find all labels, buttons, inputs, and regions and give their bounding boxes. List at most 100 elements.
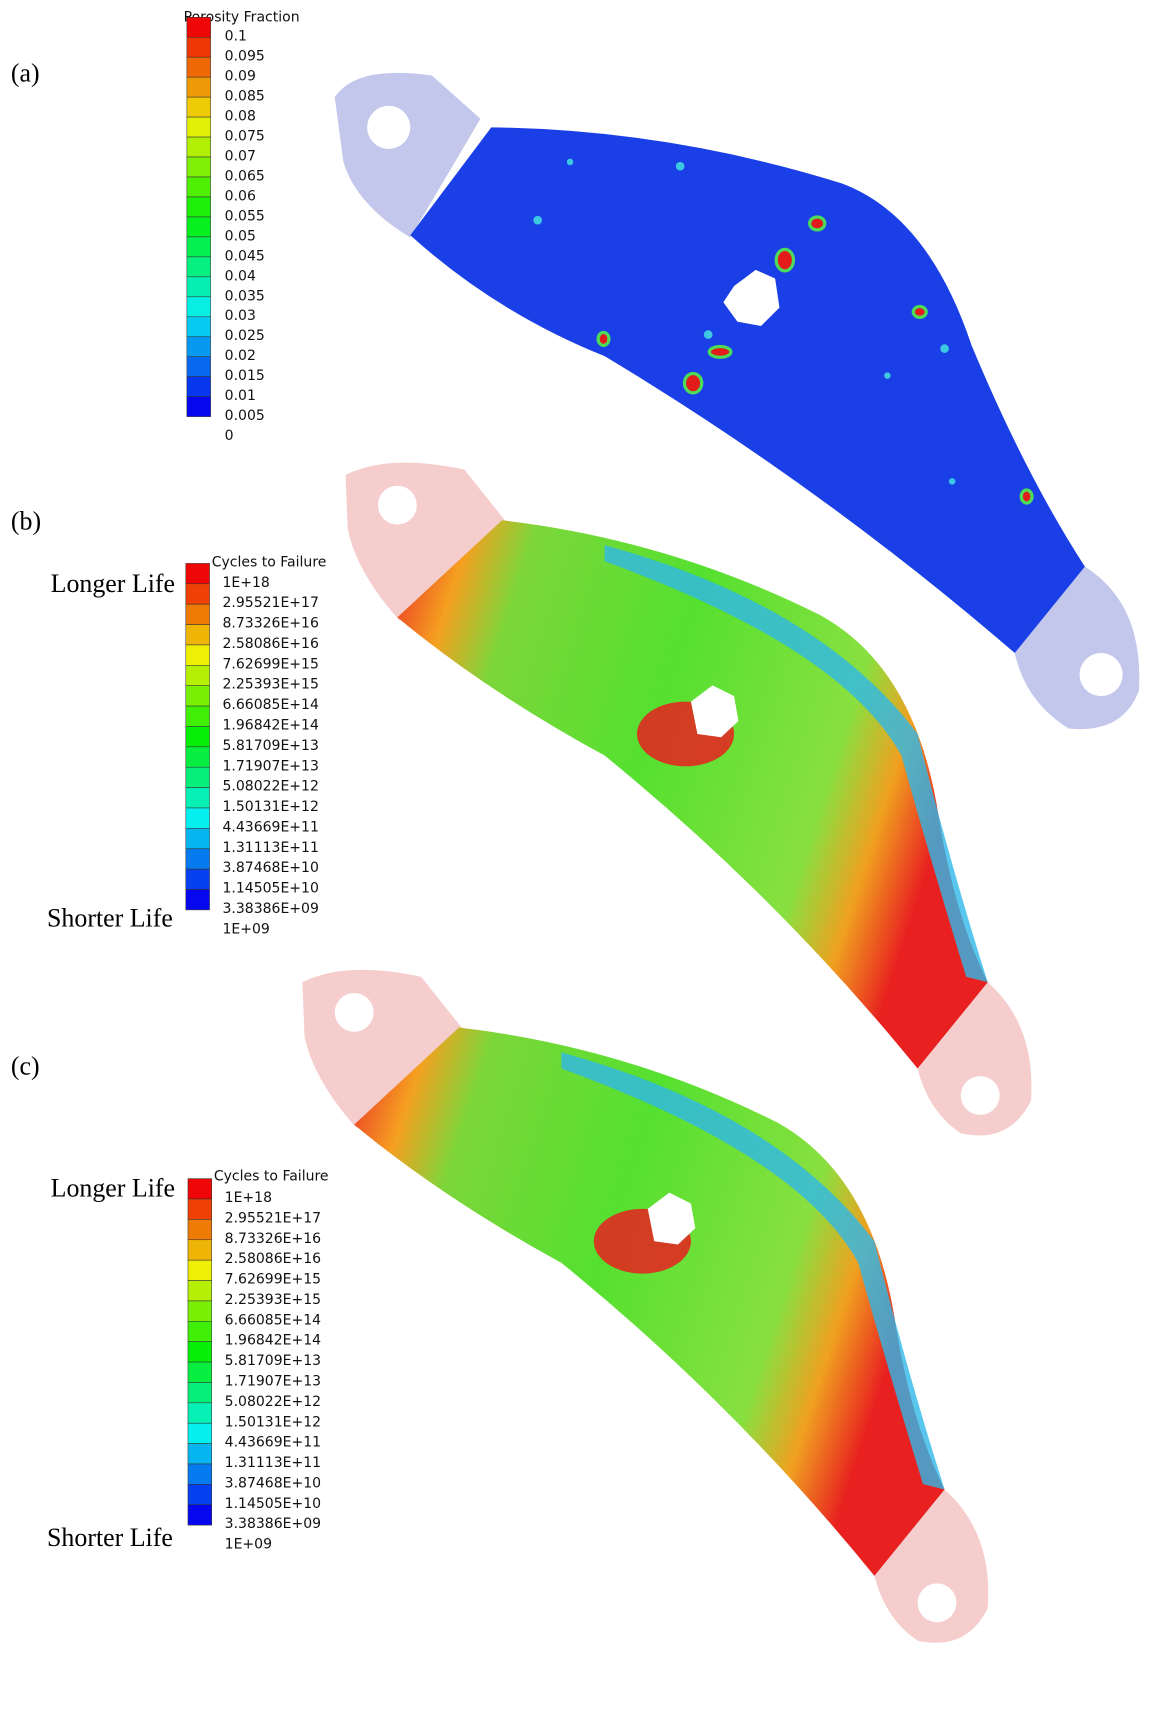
- legend-swatch: [186, 808, 210, 828]
- bottom-label: Shorter Life: [47, 1523, 173, 1552]
- legend-swatch: [188, 1281, 212, 1301]
- legend-swatch: [188, 1464, 212, 1484]
- legend-label: 1.96842E+14: [222, 718, 318, 734]
- legend-swatch: [187, 177, 211, 197]
- legend-swatch: [186, 828, 210, 848]
- legend-swatch: [187, 97, 211, 117]
- legend-swatch: [186, 665, 210, 685]
- legend-label: 1E+18: [225, 1190, 272, 1206]
- legend-label: 1.71907E+13: [225, 1373, 321, 1389]
- legend-label: 0.085: [225, 89, 265, 105]
- legend-swatch: [187, 297, 211, 317]
- legend-label: 0.03: [225, 308, 256, 324]
- legend-swatch: [186, 584, 210, 604]
- legend-label: 2.58086E+16: [222, 636, 318, 652]
- legend-swatch: [187, 77, 211, 97]
- legend-swatch: [187, 197, 211, 217]
- legend-swatch: [186, 788, 210, 808]
- legend-swatch: [187, 217, 211, 237]
- legend-swatch: [186, 645, 210, 665]
- legend-label: 0.1: [225, 29, 247, 45]
- legend-label: 1.71907E+13: [222, 758, 318, 774]
- legend-label: 1.14505E+10: [225, 1496, 321, 1512]
- legend-swatch: [186, 563, 210, 583]
- legend-label: 3.38386E+09: [225, 1516, 321, 1532]
- legend-label: 7.62699E+15: [222, 656, 318, 672]
- legend-label: 1.14505E+10: [222, 881, 318, 897]
- legend-swatch: [187, 37, 211, 57]
- legend-swatch: [188, 1260, 212, 1280]
- legend-label: 7.62699E+15: [225, 1272, 321, 1288]
- legend-swatch: [186, 890, 210, 910]
- legend-label: 0.095: [225, 49, 265, 65]
- legend-label: 0.025: [225, 328, 265, 344]
- legend-swatch: [188, 1240, 212, 1260]
- legend-label: 2.25393E+15: [225, 1292, 321, 1308]
- top-label: Longer Life: [51, 569, 175, 598]
- legend-swatch: [188, 1179, 212, 1199]
- legend-swatch: [186, 747, 210, 767]
- legend-label: 8.73326E+16: [222, 616, 318, 632]
- legend-label: 5.08022E+12: [222, 779, 318, 795]
- legend-swatch: [186, 686, 210, 706]
- legend-label: 0: [225, 428, 234, 444]
- legend-label: 0.09: [225, 69, 256, 85]
- legend-swatch: [187, 237, 211, 257]
- legend-label: 4.43669E+11: [222, 819, 318, 835]
- legend-swatch: [186, 625, 210, 645]
- legend-label: 1.50131E+12: [222, 799, 318, 815]
- legend-label: 2.95521E+17: [222, 595, 318, 611]
- legend-label: 3.38386E+09: [222, 901, 318, 917]
- figure: (a)Porosity Fraction0.10.0950.090.0850.0…: [0, 0, 1166, 1714]
- legend-label: 3.87468E+10: [222, 860, 318, 876]
- legends: (a)Porosity Fraction0.10.0950.090.0850.0…: [11, 9, 329, 1552]
- legend-label: 1E+18: [222, 575, 269, 591]
- legend-swatch: [187, 157, 211, 177]
- legend-label: 5.81709E+13: [222, 738, 318, 754]
- legend-label: 8.73326E+16: [225, 1231, 321, 1247]
- legend-swatch: [188, 1423, 212, 1443]
- legend-label: 1.50131E+12: [225, 1414, 321, 1430]
- legend-label: 0.02: [225, 348, 256, 364]
- legend-label: 0.045: [225, 248, 265, 264]
- legend-label: 0.035: [225, 288, 265, 304]
- legend-swatch: [188, 1219, 212, 1239]
- legend-label: 4.43669E+11: [225, 1435, 321, 1451]
- legend-title: Cycles to Failure: [214, 1168, 329, 1184]
- legend-swatch: [186, 706, 210, 726]
- legend-swatch: [187, 337, 211, 357]
- legend-label: 6.66085E+14: [222, 697, 318, 713]
- legend-swatch: [186, 604, 210, 624]
- legend-label: 2.58086E+16: [225, 1251, 321, 1267]
- legend-label: 1E+09: [225, 1537, 272, 1553]
- legend-swatch: [188, 1342, 212, 1362]
- legend-swatch: [188, 1505, 212, 1525]
- panel-label: (c): [11, 1051, 40, 1080]
- legend-swatch: [187, 137, 211, 157]
- legend-label: 5.08022E+12: [225, 1394, 321, 1410]
- legend-swatch: [187, 57, 211, 77]
- legend-swatch: [187, 397, 211, 417]
- legend-swatch: [187, 317, 211, 337]
- legend-swatch: [187, 17, 211, 37]
- legend-label: 0.075: [225, 129, 265, 145]
- legend-swatch: [188, 1382, 212, 1402]
- legend-label: 1.31113E+11: [222, 840, 318, 856]
- legend-label: 0.005: [225, 408, 265, 424]
- legend-swatch: [187, 377, 211, 397]
- legend-swatch: [188, 1484, 212, 1504]
- legend-swatch: [186, 849, 210, 869]
- legend-label: 0.07: [225, 149, 256, 165]
- legend-swatch: [188, 1321, 212, 1341]
- panel-label: (a): [11, 58, 40, 87]
- legend-swatch: [186, 767, 210, 787]
- legend-swatch: [188, 1301, 212, 1321]
- legend-swatch: [187, 357, 211, 377]
- legend-label: 2.95521E+17: [225, 1210, 321, 1226]
- legend-label: 1.96842E+14: [225, 1333, 321, 1349]
- legend-swatch: [186, 726, 210, 746]
- legend-swatch: [188, 1403, 212, 1423]
- legend-label: 0.04: [225, 268, 256, 284]
- legend-swatch: [187, 117, 211, 137]
- legend-label: 0.065: [225, 168, 265, 184]
